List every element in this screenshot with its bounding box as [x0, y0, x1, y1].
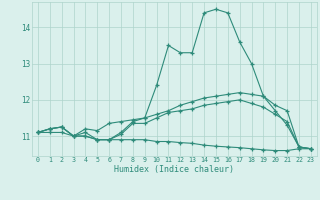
X-axis label: Humidex (Indice chaleur): Humidex (Indice chaleur)	[115, 165, 234, 174]
